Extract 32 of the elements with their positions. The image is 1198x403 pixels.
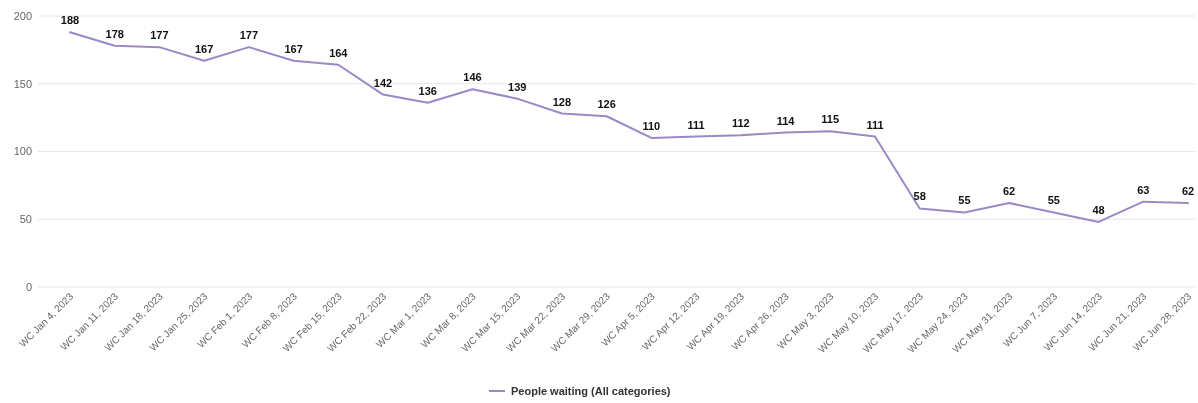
y-tick-label: 200 [13, 9, 32, 22]
data-label: 164 [329, 46, 349, 59]
data-label: 111 [687, 118, 705, 131]
legend-label: People waiting (All categories) [511, 384, 671, 397]
data-label: 112 [731, 117, 750, 130]
data-label: 177 [239, 29, 259, 42]
data-label: 115 [821, 113, 840, 126]
data-label: 167 [284, 42, 303, 55]
y-tick-label: 150 [13, 77, 32, 90]
data-label: 55 [958, 194, 971, 207]
data-label: 128 [552, 95, 572, 108]
data-label: 55 [1047, 194, 1060, 207]
data-label: 142 [373, 76, 393, 89]
data-label: 62 [1002, 184, 1016, 197]
y-tick-label: 50 [19, 213, 32, 226]
data-label: 188 [60, 14, 80, 27]
y-tick-label: 100 [13, 145, 32, 158]
data-label: 178 [105, 27, 124, 40]
data-label: 139 [508, 80, 527, 93]
data-label: 126 [597, 98, 616, 111]
y-tick-label: 0 [25, 280, 32, 293]
data-label: 111 [866, 118, 884, 131]
data-label: 177 [150, 29, 169, 42]
data-label: 63 [1137, 183, 1150, 196]
data-label: 62 [1181, 184, 1195, 197]
data-label: 167 [194, 42, 214, 55]
data-label: 58 [913, 190, 926, 203]
data-label: 48 [1092, 203, 1105, 216]
data-label: 110 [642, 119, 661, 132]
data-label: 146 [463, 71, 482, 84]
data-label: 136 [418, 84, 437, 97]
data-label: 114 [776, 114, 796, 127]
